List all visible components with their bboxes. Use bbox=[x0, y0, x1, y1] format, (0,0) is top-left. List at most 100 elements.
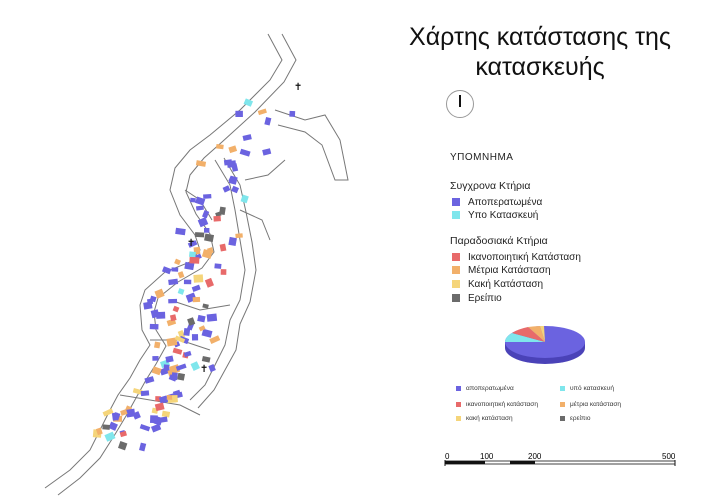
building-footprint bbox=[228, 175, 238, 185]
building-footprint bbox=[209, 335, 221, 344]
building-footprint bbox=[226, 160, 237, 168]
building-footprint bbox=[118, 441, 128, 451]
building-footprint bbox=[159, 416, 168, 423]
legend-item-poor: Κακή Κατάσταση bbox=[452, 278, 543, 290]
scale-bar: 0 100 200 500 bbox=[444, 452, 676, 466]
building-footprint bbox=[219, 206, 226, 216]
building-footprint bbox=[165, 355, 174, 363]
building-footprint bbox=[175, 363, 187, 371]
building-footprint bbox=[231, 185, 239, 194]
building-footprint bbox=[194, 232, 205, 238]
building-footprint bbox=[202, 303, 209, 309]
building-footprint bbox=[228, 145, 238, 154]
building-footprint bbox=[177, 372, 186, 381]
legend-swatch bbox=[452, 253, 460, 261]
building-footprint bbox=[175, 227, 186, 236]
building-footprint bbox=[195, 205, 204, 211]
building-footprint bbox=[197, 314, 206, 323]
building-footprint bbox=[204, 277, 215, 288]
legend-traditional-title: Παραδοσιακά Κτήρια bbox=[450, 235, 548, 247]
building-footprint bbox=[166, 337, 178, 347]
building-footprint bbox=[168, 278, 179, 286]
building-footprint bbox=[125, 408, 136, 418]
building-footprint bbox=[243, 98, 254, 107]
scale-label: 100 bbox=[480, 452, 494, 461]
building-footprint bbox=[222, 185, 231, 193]
building-footprint bbox=[154, 288, 165, 299]
legend-swatch bbox=[452, 266, 460, 274]
building-footprint bbox=[139, 424, 151, 432]
building-footprint bbox=[149, 295, 157, 303]
pie-legend-satisfactory: ικανοποιητική κατάσταση bbox=[456, 401, 538, 408]
pie-legend-completed: αποπερατωμένα bbox=[456, 385, 514, 392]
building-footprint bbox=[168, 374, 178, 382]
scale-label: 200 bbox=[528, 452, 542, 461]
legend-swatch bbox=[452, 294, 460, 302]
building-footprint bbox=[156, 311, 166, 319]
building-footprint bbox=[193, 274, 204, 283]
building-footprint bbox=[208, 364, 216, 373]
building-footprint bbox=[171, 267, 179, 272]
pie-legend-poor: κακή κατάσταση bbox=[456, 415, 513, 422]
building-footprint bbox=[154, 341, 161, 349]
building-footprint bbox=[220, 269, 227, 275]
legend-item-completed: Αποπερατωμένα bbox=[452, 196, 542, 208]
building-footprint bbox=[119, 430, 127, 438]
building-footprint bbox=[139, 442, 147, 452]
building-footprint bbox=[140, 390, 150, 397]
pie-legend-moderate: μέτρια κατάσταση bbox=[560, 401, 621, 408]
legend-item-satisfactory: Ικανοποιητική Κατάσταση bbox=[452, 251, 581, 263]
building-footprint bbox=[189, 256, 200, 264]
building-footprint bbox=[240, 194, 249, 204]
building-footprint bbox=[191, 334, 199, 341]
village-map: ✝ ✝ ✝ bbox=[44, 33, 349, 496]
building-footprint bbox=[172, 347, 183, 355]
building-footprint bbox=[169, 314, 177, 322]
title-line-2: κατασκευής bbox=[475, 53, 605, 81]
building-footprint bbox=[289, 110, 296, 117]
building-footprint bbox=[264, 116, 272, 126]
legend-item-moderate: Μέτρια Κατάσταση bbox=[452, 264, 551, 276]
building-footprint bbox=[188, 251, 196, 258]
building-footprint bbox=[198, 325, 206, 332]
building-footprint bbox=[195, 160, 207, 167]
building-footprint bbox=[168, 298, 178, 304]
pie-legend-ruin: ερείπιο bbox=[560, 415, 590, 422]
building-footprint bbox=[120, 409, 128, 416]
building-footprint bbox=[104, 431, 116, 442]
legend-item-under-construction: Υπο Κατασκευή bbox=[452, 209, 538, 221]
building-footprint bbox=[204, 233, 215, 243]
building-footprint bbox=[197, 217, 209, 228]
building-footprint bbox=[190, 197, 196, 203]
building-footprint bbox=[172, 305, 180, 313]
building-footprint bbox=[183, 350, 192, 358]
building-footprint bbox=[257, 108, 267, 116]
building-footprint bbox=[187, 240, 198, 248]
building-footprint bbox=[190, 361, 201, 371]
building-footprint bbox=[174, 258, 181, 266]
building-footprint bbox=[144, 376, 155, 384]
building-footprint bbox=[204, 228, 210, 233]
building-footprint bbox=[112, 412, 121, 421]
legend-swatch bbox=[452, 198, 460, 206]
building-footprint bbox=[206, 313, 218, 322]
building-footprint bbox=[219, 243, 227, 252]
building-footprint bbox=[242, 134, 252, 141]
legend-modern-title: Συγχρονα Κτήρια bbox=[450, 180, 531, 192]
building-footprint bbox=[192, 296, 201, 303]
building-footprint bbox=[177, 288, 185, 295]
building-footprint bbox=[174, 335, 186, 344]
building-footprint bbox=[149, 415, 158, 424]
building-footprint bbox=[161, 266, 172, 275]
building-footprint bbox=[195, 196, 206, 206]
building-footprint bbox=[213, 215, 221, 222]
building-footprint bbox=[203, 193, 212, 199]
building-footprint bbox=[183, 279, 192, 285]
building-footprint bbox=[177, 271, 185, 279]
building-footprint bbox=[262, 148, 272, 156]
building-footprint bbox=[184, 261, 195, 271]
legend-item-ruin: Ερείπιο bbox=[452, 292, 502, 304]
building-footprint bbox=[235, 110, 243, 117]
scale-label: 500 bbox=[662, 452, 676, 461]
building-footprint bbox=[239, 148, 251, 157]
